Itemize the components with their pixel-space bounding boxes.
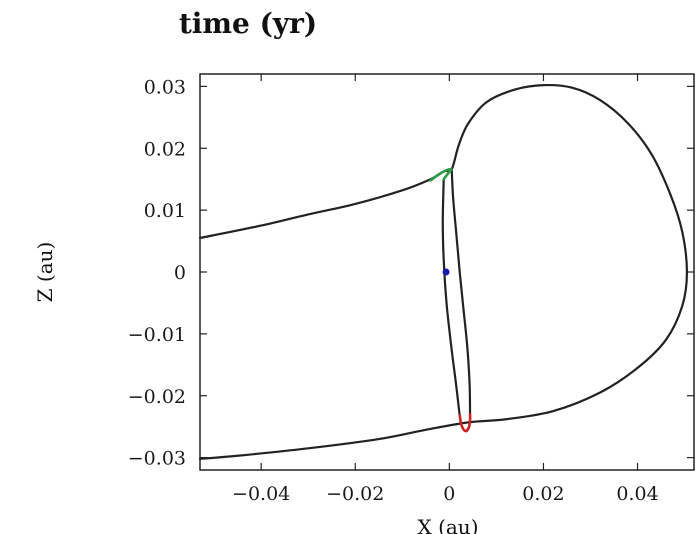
x-tick-label: 0.04	[616, 483, 658, 505]
x-tick-label: −0.02	[326, 483, 384, 505]
y-tick-label: −0.03	[128, 448, 186, 470]
series-line-3	[441, 178, 461, 417]
x-axis-label: X (au)	[417, 515, 478, 534]
y-tick-label: 0.02	[144, 138, 186, 160]
series-line-4	[429, 167, 453, 182]
x-axis-ticks: −0.04 −0.02 0 0.02 0.04	[232, 74, 659, 505]
y-tick-label: 0.01	[144, 200, 186, 222]
marker-group	[442, 268, 450, 276]
x-tick-label: 0	[443, 483, 455, 505]
y-tick-label: −0.02	[128, 386, 186, 408]
series-group	[198, 83, 689, 460]
position-marker	[442, 268, 450, 276]
series-line-5	[458, 413, 472, 433]
y-axis-label: Z (au)	[33, 242, 57, 303]
y-tick-label: 0.03	[144, 76, 186, 98]
series-line-2	[450, 168, 472, 416]
x-tick-label: −0.04	[232, 483, 290, 505]
y-axis-ticks: −0.03 −0.02 −0.01 0 0.01 0.02 0.03	[128, 76, 694, 470]
chart-title: time (yr)	[179, 7, 317, 40]
y-tick-label: 0	[174, 262, 186, 284]
y-tick-label: −0.01	[128, 324, 186, 346]
x-tick-label: 0.02	[522, 483, 564, 505]
